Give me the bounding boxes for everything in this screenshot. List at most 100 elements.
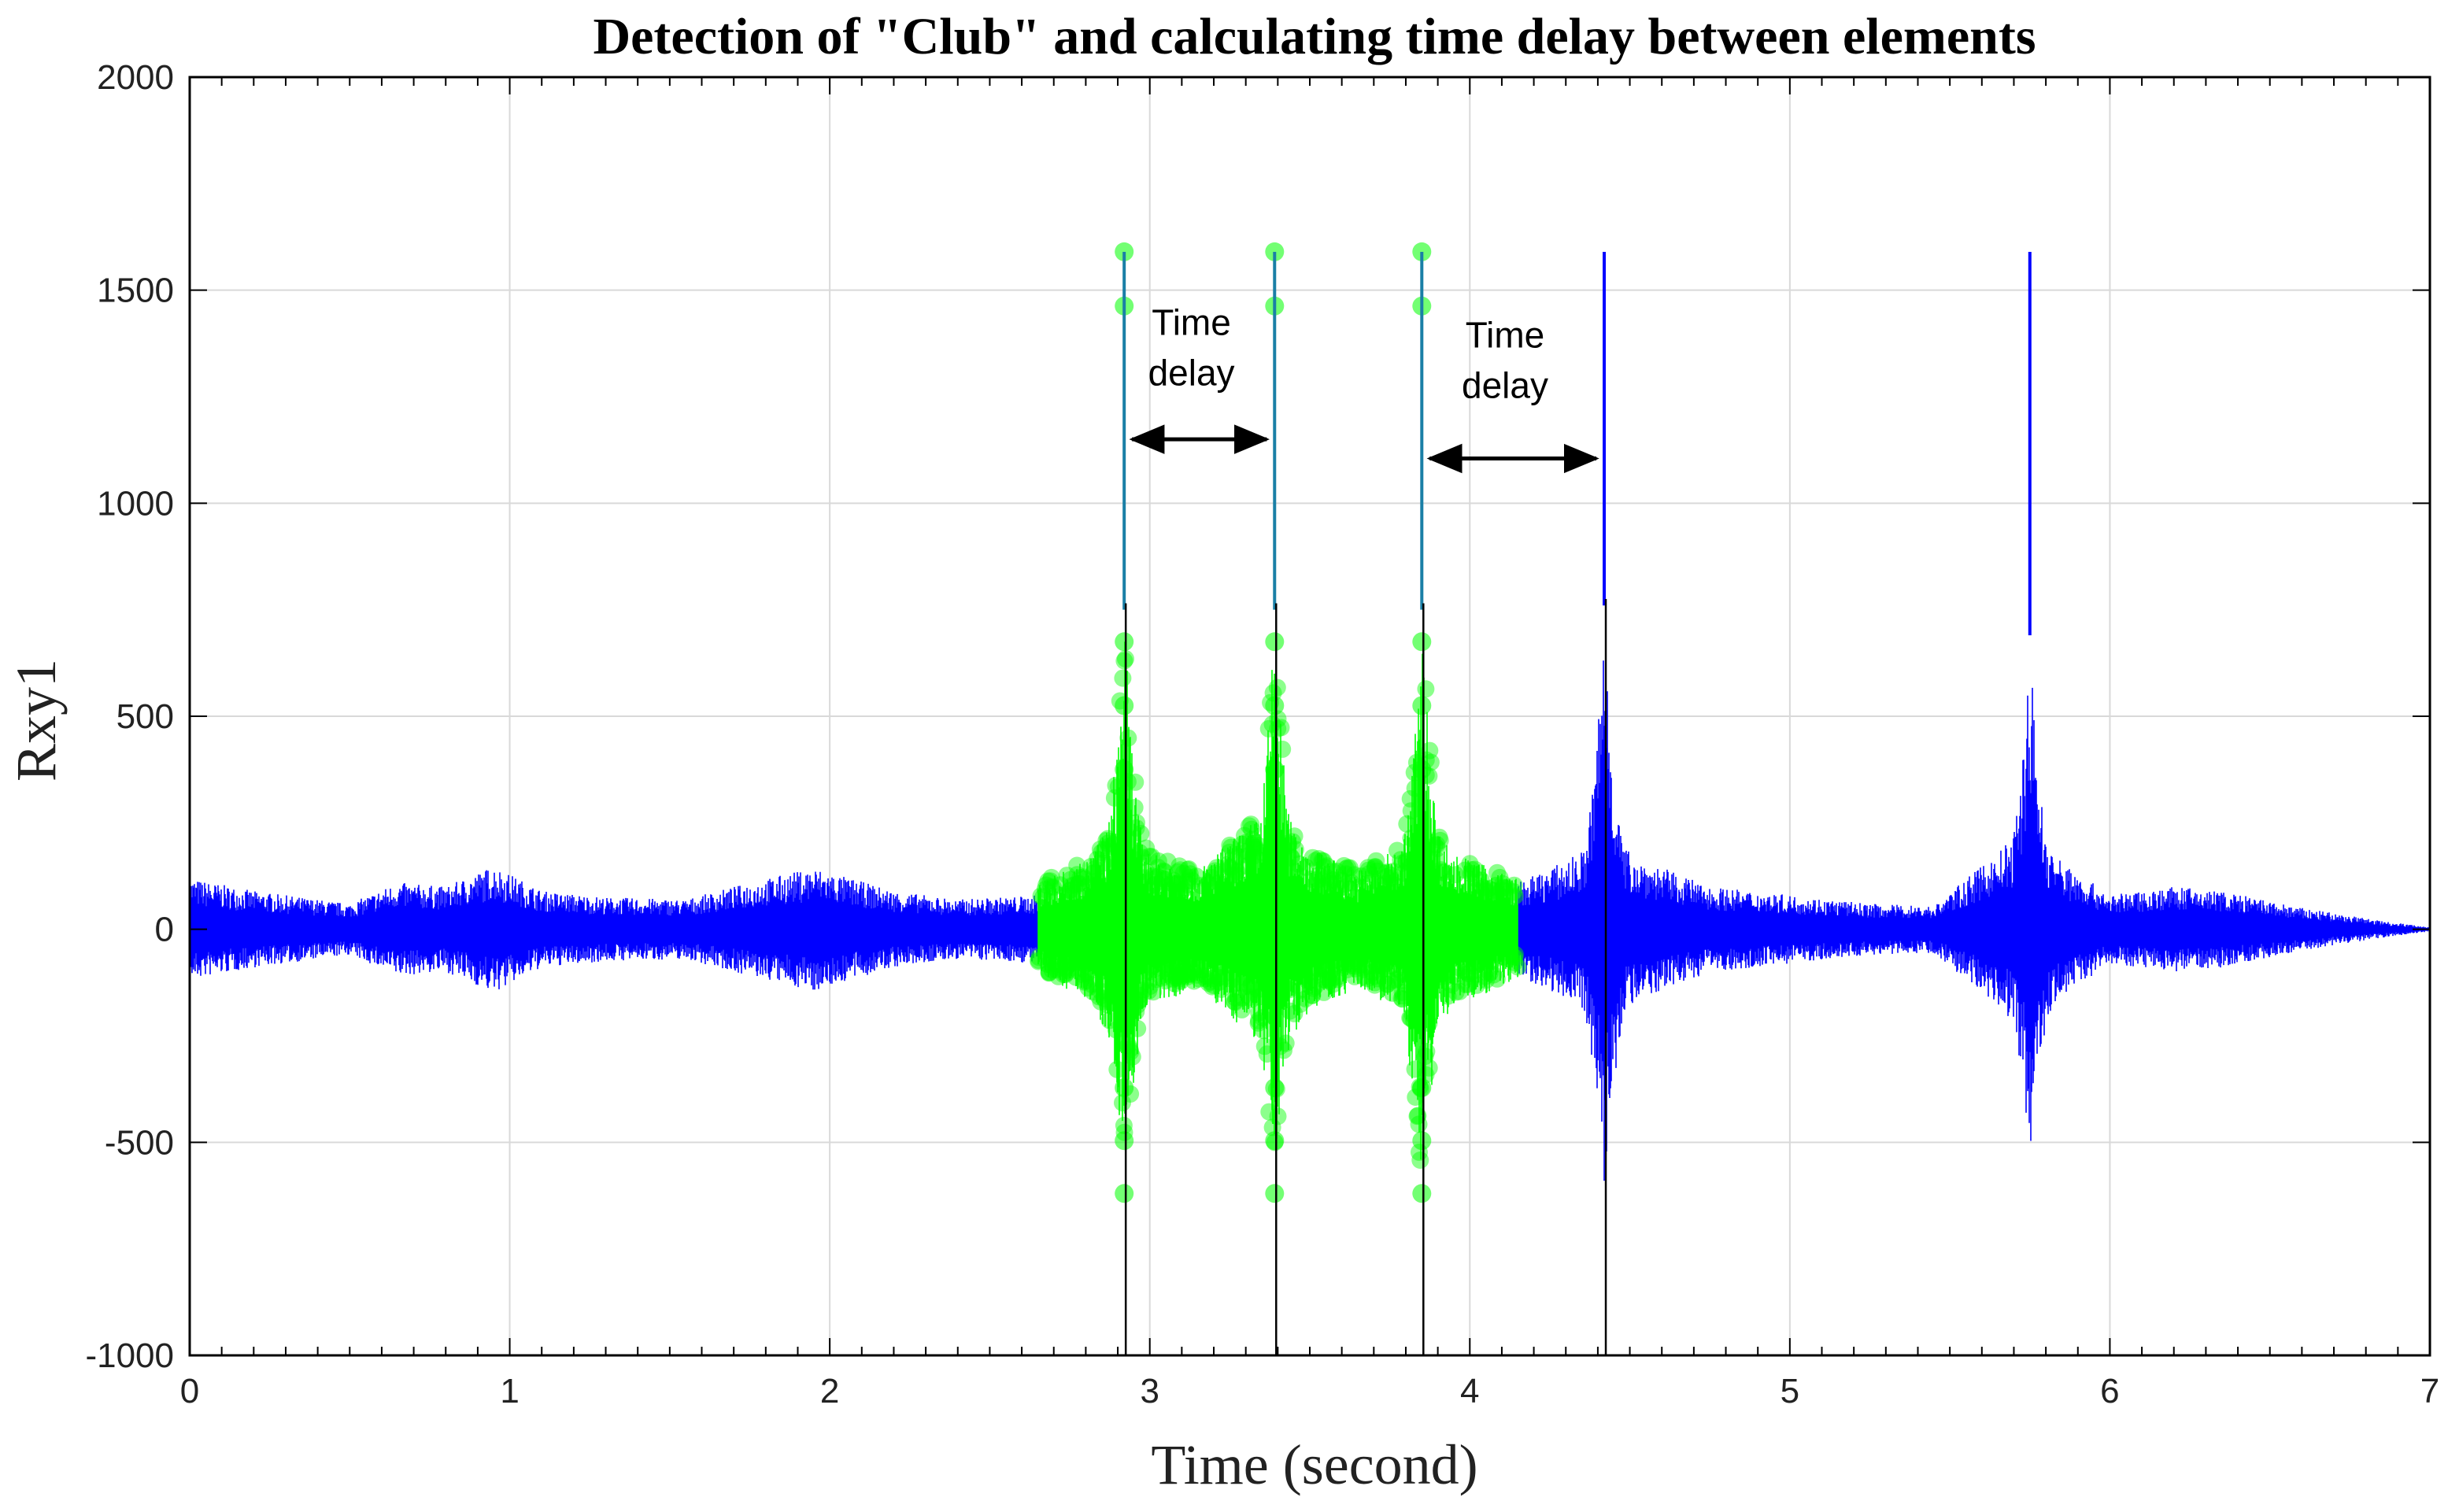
detection-marker: [1348, 950, 1366, 967]
detection-marker: [1097, 831, 1115, 849]
detection-marker: [1313, 959, 1331, 978]
detection-marker: [1370, 957, 1388, 975]
detection-marker: [1494, 874, 1512, 893]
detection-marker: [1366, 976, 1384, 994]
detection-marker: [1185, 949, 1203, 967]
detection-marker: [1360, 865, 1378, 883]
detection-marker: [1340, 859, 1359, 877]
detection-marker: [1043, 961, 1061, 979]
detection-marker: [1333, 871, 1352, 889]
detection-marker: [1236, 968, 1254, 986]
detection-marker: [1464, 954, 1482, 972]
grid: [189, 76, 2431, 1356]
detection-marker: [1477, 952, 1496, 970]
detection-marker: [1192, 960, 1210, 978]
detection-marker: [1487, 876, 1505, 894]
detection-marker: [1220, 858, 1238, 876]
detection-marker: [1306, 978, 1324, 996]
detection-marker: [1397, 852, 1415, 871]
detection-marker: [1335, 956, 1353, 974]
detection-marker: [1417, 680, 1435, 698]
detection-marker: [1098, 996, 1116, 1014]
detection-marker: [1509, 958, 1527, 976]
detection-marker: [1378, 975, 1396, 993]
detection-marker: [1302, 959, 1320, 977]
detection-marker: [1040, 964, 1058, 982]
detection-marker: [1135, 869, 1153, 887]
time-delay-label: delay: [1148, 353, 1235, 394]
detection-marker: [1039, 956, 1057, 974]
plot-area: [190, 242, 2430, 1355]
detection-marker: [1286, 863, 1304, 881]
detection-marker: [1366, 953, 1385, 971]
detection-marker: [1358, 970, 1376, 988]
detection-marker: [1056, 954, 1074, 972]
detection-marker: [1233, 974, 1251, 993]
detection-marker: [1057, 964, 1075, 982]
detection-marker: [1463, 861, 1481, 878]
detection-marker: [1156, 972, 1174, 990]
detection-marker: [1451, 959, 1469, 977]
detection-marker: [1143, 848, 1161, 866]
y-axis-label: Rxy1: [5, 659, 68, 782]
peak-group: [1273, 251, 1278, 1355]
detection-marker: [1451, 982, 1469, 1000]
detection-marker: [1163, 957, 1181, 975]
detection-marker: [1107, 1021, 1125, 1039]
detection-marker: [1392, 851, 1410, 869]
detection-marker: [1126, 773, 1144, 791]
detection-marker: [1377, 863, 1396, 882]
detection-marker: [1227, 866, 1244, 884]
detection-marker: [1170, 857, 1189, 875]
detection-marker: [1329, 970, 1347, 989]
detection-marker: [1345, 866, 1363, 884]
detection-marker: [1296, 967, 1315, 984]
detection-marker: [1042, 878, 1060, 896]
detection-marker: [1061, 952, 1079, 970]
detection-marker: [1244, 848, 1262, 866]
detection-marker: [1390, 969, 1408, 987]
detection-marker: [1216, 964, 1234, 982]
detection-marker: [1206, 862, 1224, 880]
detection-marker: [1310, 850, 1328, 867]
detection-marker: [1228, 863, 1246, 881]
detection-marker: [1174, 963, 1192, 981]
detection-marker: [1128, 814, 1145, 832]
detection-marker: [1252, 987, 1270, 1005]
detection-marker: [1284, 833, 1302, 851]
detection-marker: [1119, 1037, 1137, 1055]
detection-marker: [1156, 863, 1174, 881]
y-tick-label: -1000: [85, 1336, 174, 1375]
detection-marker: [1155, 956, 1173, 974]
detection-marker: [1316, 858, 1334, 876]
peak-marker: [1265, 242, 1285, 261]
detection-marker: [1201, 973, 1218, 991]
detection-marker: [1397, 852, 1415, 870]
peak-marker: [1412, 760, 1432, 779]
detection-marker: [1431, 831, 1449, 849]
detection-marker: [1189, 966, 1207, 984]
detection-marker: [1076, 972, 1094, 990]
detection-marker: [1079, 979, 1097, 997]
detection-marker: [1074, 954, 1093, 972]
x-tick-label: 5: [1781, 1372, 1799, 1410]
peak-marker: [1115, 632, 1134, 652]
detection-marker: [1108, 1060, 1126, 1078]
peak-marker: [1412, 1184, 1432, 1203]
detection-marker: [1030, 952, 1048, 970]
x-tick-label: 1: [500, 1372, 519, 1410]
detection-marker: [1333, 953, 1351, 971]
detection-marker: [1104, 835, 1122, 853]
detection-marker: [1477, 963, 1495, 981]
detection-marker: [1457, 963, 1475, 981]
detection-marker: [1174, 864, 1193, 882]
detection-marker: [1039, 948, 1056, 966]
detection-marker: [1377, 868, 1396, 885]
detection-marker: [1352, 956, 1370, 974]
detection-marker: [1105, 789, 1123, 807]
detection-marker: [1242, 815, 1260, 834]
detection-marker: [1173, 882, 1190, 900]
detection-marker: [1268, 678, 1286, 697]
peak-marker: [1412, 632, 1432, 652]
detection-marker: [1312, 959, 1330, 978]
